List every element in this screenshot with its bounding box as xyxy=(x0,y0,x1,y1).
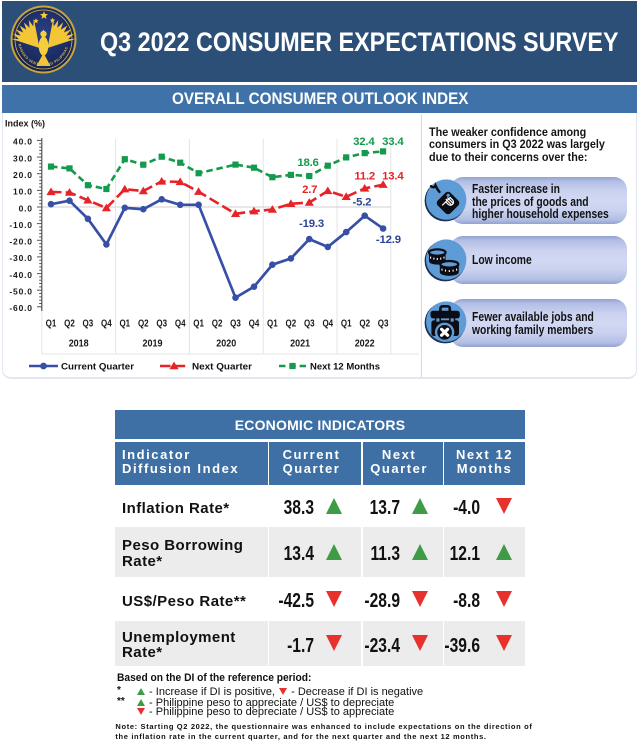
svg-text:-60.0: -60.0 xyxy=(9,303,32,313)
svg-text:2022: 2022 xyxy=(355,339,375,350)
svg-text:13.4: 13.4 xyxy=(382,171,404,183)
svg-text:Next 12 Months: Next 12 Months xyxy=(310,361,380,372)
svg-text:Q3: Q3 xyxy=(230,317,241,329)
svg-text:-19.3: -19.3 xyxy=(299,218,324,230)
svg-text:40.0: 40.0 xyxy=(13,137,33,147)
svg-text:-30.0: -30.0 xyxy=(9,253,32,263)
svg-text:10.0: 10.0 xyxy=(13,187,33,197)
svg-text:2.7: 2.7 xyxy=(302,184,317,196)
svg-text:Q4: Q4 xyxy=(322,317,333,329)
svg-text:Q1: Q1 xyxy=(46,317,57,329)
svg-text:2021: 2021 xyxy=(290,339,311,350)
svg-text:Q1: Q1 xyxy=(119,317,130,329)
svg-text:Q2: Q2 xyxy=(212,317,223,329)
svg-text:Q4: Q4 xyxy=(101,317,112,329)
svg-text:Q3: Q3 xyxy=(378,317,389,329)
svg-text:-5.2: -5.2 xyxy=(352,197,371,209)
svg-text:-40.0: -40.0 xyxy=(9,270,32,280)
svg-text:Index (%): Index (%) xyxy=(5,119,45,129)
svg-text:2018: 2018 xyxy=(69,339,90,350)
svg-text:Q2: Q2 xyxy=(64,317,75,329)
svg-text:Q2: Q2 xyxy=(286,317,297,329)
svg-text:11.2: 11.2 xyxy=(354,171,375,183)
svg-text:Q4: Q4 xyxy=(175,317,186,329)
svg-text:2020: 2020 xyxy=(216,339,236,350)
svg-text:Q3: Q3 xyxy=(83,317,94,329)
svg-text:Next Quarter: Next Quarter xyxy=(192,361,252,372)
svg-text:18.6: 18.6 xyxy=(297,157,318,169)
svg-text:Q3: Q3 xyxy=(156,317,167,329)
svg-text:0.0: 0.0 xyxy=(19,203,33,213)
svg-text:Q3: Q3 xyxy=(304,317,315,329)
svg-text:-20.0: -20.0 xyxy=(9,237,32,247)
svg-text:Current Quarter: Current Quarter xyxy=(61,361,134,372)
svg-text:Q1: Q1 xyxy=(267,317,278,329)
svg-text:Q2: Q2 xyxy=(138,317,149,329)
svg-text:-10.0: -10.0 xyxy=(9,220,32,230)
svg-text:-50.0: -50.0 xyxy=(9,287,32,297)
svg-text:Q2: Q2 xyxy=(359,317,370,329)
svg-text:2019: 2019 xyxy=(143,339,164,350)
svg-text:30.0: 30.0 xyxy=(13,153,33,163)
svg-text:Q4: Q4 xyxy=(249,317,260,329)
svg-text:20.0: 20.0 xyxy=(13,170,33,180)
svg-text:32.4: 32.4 xyxy=(353,136,375,148)
svg-text:Q1: Q1 xyxy=(193,317,204,329)
svg-text:-12.9: -12.9 xyxy=(376,234,401,246)
svg-text:Q1: Q1 xyxy=(341,317,352,329)
svg-text:33.4: 33.4 xyxy=(382,136,404,148)
